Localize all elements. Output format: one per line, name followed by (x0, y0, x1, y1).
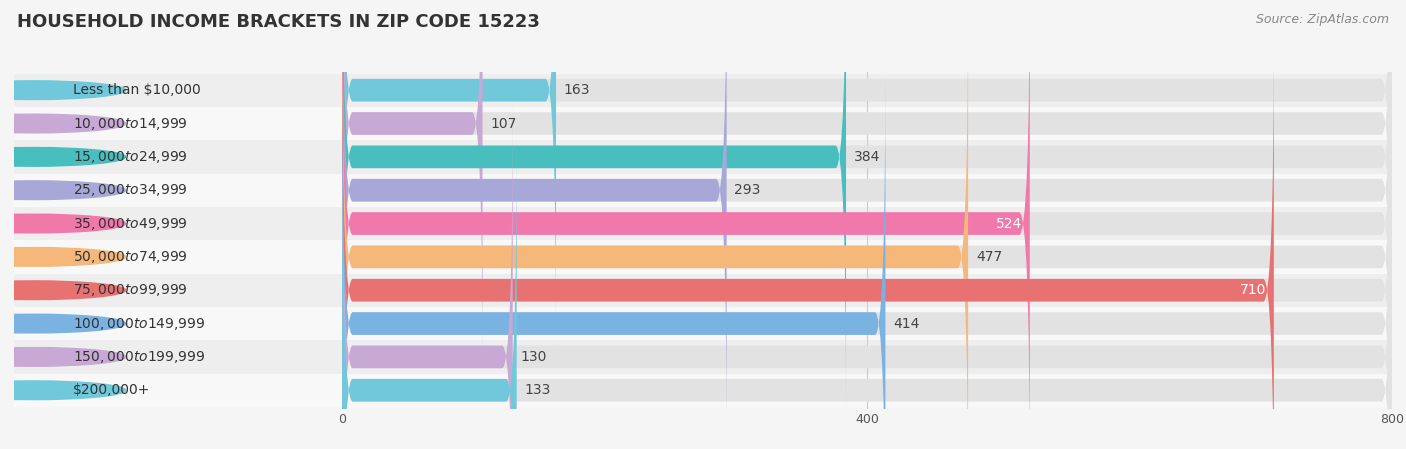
Bar (342, 374, 1392, 407)
Bar (342, 240, 1392, 273)
FancyBboxPatch shape (342, 0, 1392, 449)
Circle shape (0, 81, 125, 100)
Circle shape (0, 247, 125, 266)
Circle shape (0, 348, 125, 366)
Text: $15,000 to $24,999: $15,000 to $24,999 (73, 149, 188, 165)
Text: $150,000 to $199,999: $150,000 to $199,999 (73, 349, 205, 365)
Circle shape (0, 381, 125, 400)
FancyBboxPatch shape (342, 0, 1392, 346)
Text: 133: 133 (524, 383, 551, 397)
Bar (14, 307, 342, 340)
Circle shape (0, 181, 125, 199)
Text: 477: 477 (976, 250, 1002, 264)
Bar (14, 240, 342, 273)
Circle shape (0, 114, 125, 133)
Bar (342, 207, 1392, 240)
Text: Source: ZipAtlas.com: Source: ZipAtlas.com (1256, 13, 1389, 26)
Text: $100,000 to $149,999: $100,000 to $149,999 (73, 316, 205, 331)
Text: 384: 384 (853, 150, 880, 164)
Bar (14, 140, 342, 173)
FancyBboxPatch shape (342, 68, 886, 449)
Bar (342, 140, 1392, 173)
FancyBboxPatch shape (342, 1, 1392, 449)
FancyBboxPatch shape (342, 35, 1274, 449)
Bar (342, 107, 1392, 140)
Circle shape (0, 281, 125, 299)
FancyBboxPatch shape (342, 101, 513, 449)
Text: HOUSEHOLD INCOME BRACKETS IN ZIP CODE 15223: HOUSEHOLD INCOME BRACKETS IN ZIP CODE 15… (17, 13, 540, 31)
FancyBboxPatch shape (342, 135, 516, 449)
Text: $10,000 to $14,999: $10,000 to $14,999 (73, 115, 188, 132)
Text: 293: 293 (734, 183, 761, 197)
Text: 130: 130 (520, 350, 547, 364)
FancyBboxPatch shape (342, 101, 1392, 449)
Text: 414: 414 (893, 317, 920, 330)
FancyBboxPatch shape (342, 1, 969, 449)
Bar (342, 173, 1392, 207)
FancyBboxPatch shape (342, 0, 1392, 445)
FancyBboxPatch shape (342, 0, 846, 412)
Text: $25,000 to $34,999: $25,000 to $34,999 (73, 182, 188, 198)
FancyBboxPatch shape (342, 0, 1392, 379)
Bar (14, 107, 342, 140)
Bar (14, 173, 342, 207)
Bar (14, 207, 342, 240)
Text: $35,000 to $49,999: $35,000 to $49,999 (73, 216, 188, 232)
Text: $75,000 to $99,999: $75,000 to $99,999 (73, 282, 188, 298)
Text: 524: 524 (995, 216, 1022, 230)
Bar (342, 74, 1392, 107)
FancyBboxPatch shape (342, 0, 482, 379)
FancyBboxPatch shape (342, 0, 1029, 449)
FancyBboxPatch shape (342, 68, 1392, 449)
Bar (342, 273, 1392, 307)
Text: $200,000+: $200,000+ (73, 383, 150, 397)
Text: 163: 163 (564, 83, 591, 97)
FancyBboxPatch shape (342, 0, 727, 445)
Bar (14, 374, 342, 407)
FancyBboxPatch shape (342, 0, 1392, 412)
FancyBboxPatch shape (342, 35, 1392, 449)
FancyBboxPatch shape (342, 0, 555, 346)
Bar (342, 307, 1392, 340)
Text: Less than $10,000: Less than $10,000 (73, 83, 201, 97)
Bar (14, 74, 342, 107)
Text: $50,000 to $74,999: $50,000 to $74,999 (73, 249, 188, 265)
Bar (14, 273, 342, 307)
Circle shape (0, 214, 125, 233)
Bar (342, 340, 1392, 374)
Circle shape (0, 314, 125, 333)
Text: 107: 107 (491, 117, 517, 131)
Bar (14, 340, 342, 374)
FancyBboxPatch shape (342, 135, 1392, 449)
Circle shape (0, 148, 125, 166)
Text: 710: 710 (1240, 283, 1265, 297)
